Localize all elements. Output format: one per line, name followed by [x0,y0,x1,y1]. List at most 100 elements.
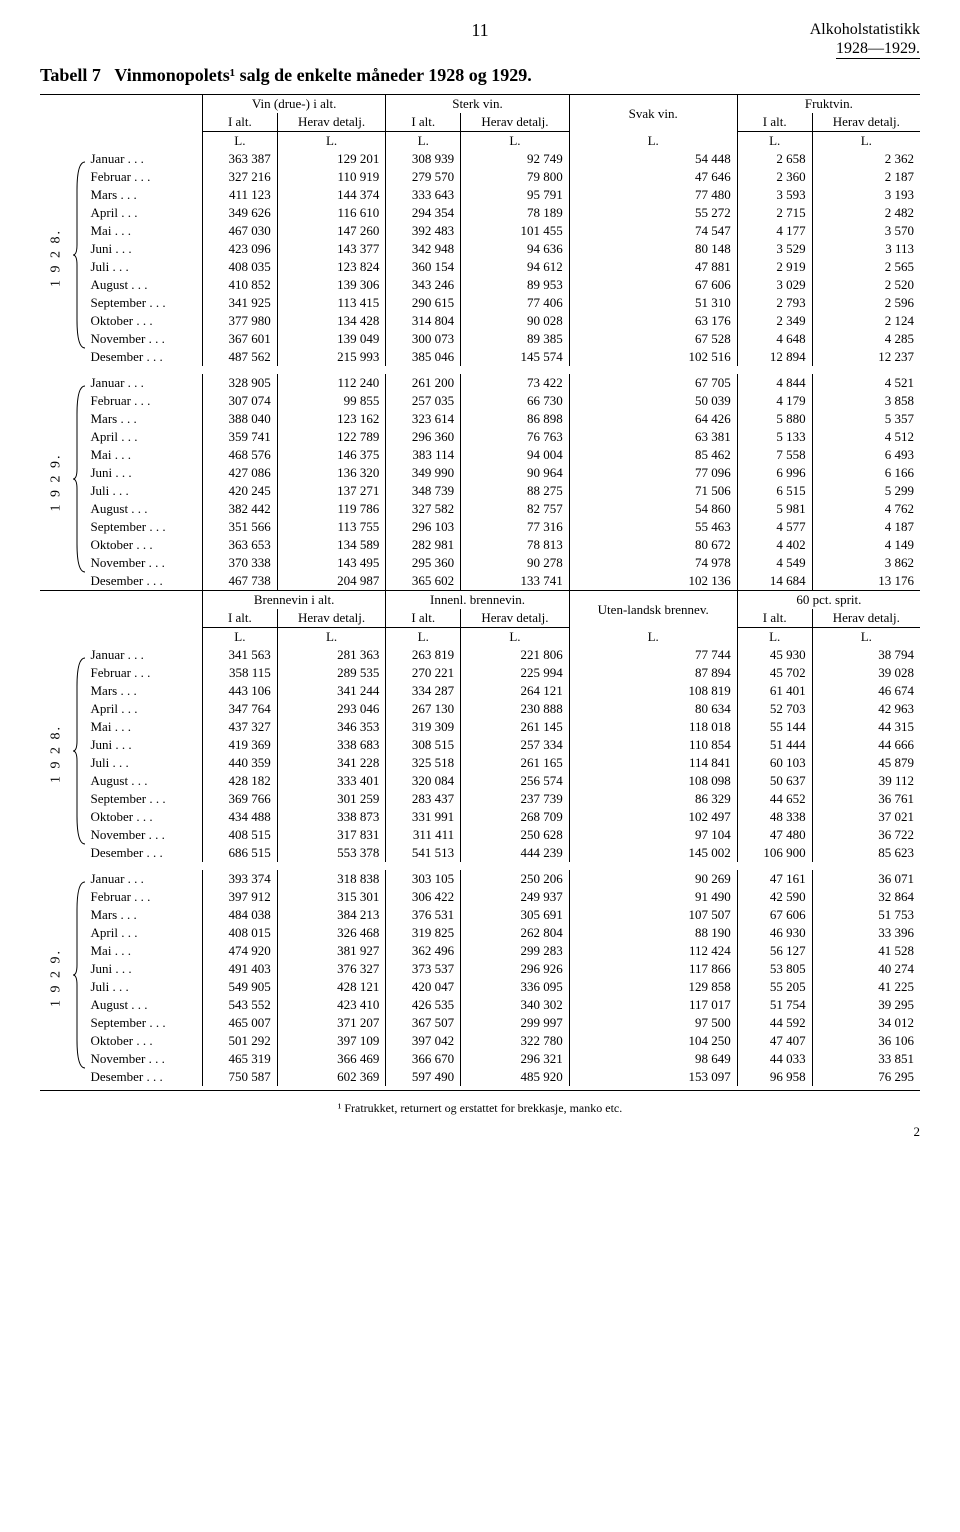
data-cell: 4 149 [812,536,920,554]
data-cell: 485 920 [461,1068,570,1086]
data-cell: 63 381 [569,428,737,446]
data-cell: 351 566 [202,518,277,536]
data-cell: 51 310 [569,294,737,312]
data-cell: 382 442 [202,500,277,518]
data-cell: 3 858 [812,392,920,410]
table-row: Mars . . .443 106341 244334 287264 12110… [40,682,920,700]
data-cell: 2 520 [812,276,920,294]
data-cell: 92 749 [461,150,570,168]
sub-herav-2: Herav detalj. [461,113,570,132]
table-row: Mars . . .484 038384 213376 531305 69110… [40,906,920,924]
brace-icon [73,150,87,366]
table-row: Oktober . . .363 653134 589282 98178 813… [40,536,920,554]
month-label: Juli . . . [87,978,203,996]
data-cell: 270 221 [386,664,461,682]
data-cell: 411 123 [202,186,277,204]
sub2-ialt-2: I alt. [386,609,461,628]
table-row: September . . .369 766301 259283 437237 … [40,790,920,808]
data-cell: 314 804 [386,312,461,330]
data-cell: 2 596 [812,294,920,312]
data-cell: 108 819 [569,682,737,700]
month-label: November . . . [87,1050,203,1068]
data-cell: 2 565 [812,258,920,276]
data-cell: 39 112 [812,772,920,790]
data-cell: 261 200 [386,374,461,392]
data-cell: 97 104 [569,826,737,844]
data-cell: 376 531 [386,906,461,924]
month-label: Februar . . . [87,664,203,682]
data-cell: 5 357 [812,410,920,428]
data-cell: 423 096 [202,240,277,258]
data-cell: 384 213 [277,906,386,924]
data-cell: 318 838 [277,870,386,888]
data-cell: 221 806 [461,646,570,664]
table-label: Tabell 7 [40,65,101,85]
data-cell: 369 766 [202,790,277,808]
data-cell: 358 115 [202,664,277,682]
month-label: Juni . . . [87,464,203,482]
data-cell: 388 040 [202,410,277,428]
data-cell: 4 285 [812,330,920,348]
data-cell: 106 900 [737,844,812,862]
data-cell: 47 646 [569,168,737,186]
month-label: August . . . [87,276,203,294]
data-cell: 320 084 [386,772,461,790]
sub-ialt-1: I alt. [202,113,277,132]
data-cell: 348 739 [386,482,461,500]
month-label: August . . . [87,772,203,790]
month-label: August . . . [87,500,203,518]
hdr-utenl: Uten-landsk brennev. [569,591,737,628]
sub-ialt-3: I alt. [737,113,812,132]
data-cell: 54 448 [569,150,737,168]
data-cell: 45 702 [737,664,812,682]
data-cell: 331 991 [386,808,461,826]
data-cell: 307 074 [202,392,277,410]
data-cell: 3 193 [812,186,920,204]
unit2-7: L. [812,628,920,647]
data-cell: 362 496 [386,942,461,960]
month-label: April . . . [87,204,203,222]
month-label: April . . . [87,700,203,718]
data-cell: 88 275 [461,482,570,500]
data-cell: 78 813 [461,536,570,554]
table-row: Februar . . .358 115289 535270 221225 99… [40,664,920,682]
table-row: August . . .428 182333 401320 084256 574… [40,772,920,790]
data-cell: 107 507 [569,906,737,924]
data-cell: 44 315 [812,718,920,736]
table-row: Juni . . .419 369338 683308 515257 33411… [40,736,920,754]
data-cell: 333 643 [386,186,461,204]
data-cell: 467 030 [202,222,277,240]
data-cell: 290 615 [386,294,461,312]
data-cell: 487 562 [202,348,277,366]
data-cell: 4 549 [737,554,812,572]
data-cell: 85 462 [569,446,737,464]
month-label: Februar . . . [87,168,203,186]
data-cell: 4 648 [737,330,812,348]
data-cell: 2 360 [737,168,812,186]
data-cell: 215 993 [277,348,386,366]
table-row: 1 9 2 8.Januar . . .363 387129 201308 93… [40,150,920,168]
data-cell: 268 709 [461,808,570,826]
data-cell: 90 269 [569,870,737,888]
data-cell: 122 789 [277,428,386,446]
data-cell: 294 354 [386,204,461,222]
table-row: August . . .543 552423 410426 535340 302… [40,996,920,1014]
data-cell: 2 362 [812,150,920,168]
data-cell: 78 189 [461,204,570,222]
data-cell: 363 653 [202,536,277,554]
data-cell: 117 866 [569,960,737,978]
sub-herav-1: Herav detalj. [277,113,386,132]
table-row: Juli . . .420 245137 271348 73988 27571 … [40,482,920,500]
data-cell: 319 309 [386,718,461,736]
data-cell: 50 039 [569,392,737,410]
data-cell: 44 033 [737,1050,812,1068]
data-cell: 44 666 [812,736,920,754]
data-cell: 38 794 [812,646,920,664]
data-cell: 112 424 [569,942,737,960]
unit2-5: L. [569,628,737,647]
data-cell: 2 919 [737,258,812,276]
data-cell: 257 035 [386,392,461,410]
unit-7: L. [812,132,920,151]
data-cell: 6 166 [812,464,920,482]
data-cell: 281 363 [277,646,386,664]
